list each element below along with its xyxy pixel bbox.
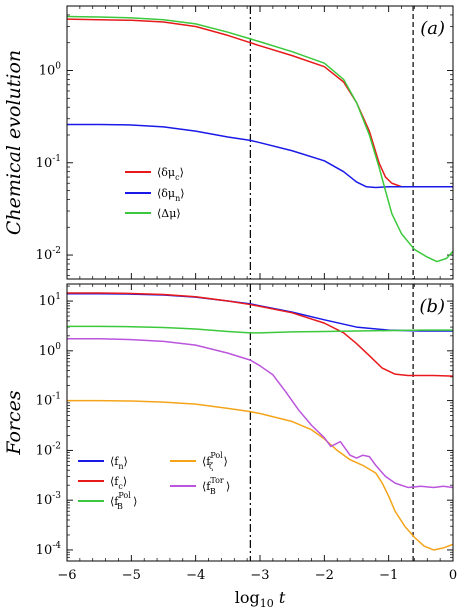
series-line [67,325,453,334]
y-tick-base: 10 [39,294,56,309]
legend-sub: B [117,502,123,511]
legend-label: ⟨fPol B ⟩ [110,491,137,511]
legend-label: ⟨fn⟩ [110,455,128,471]
legend-sup: Pol [118,491,131,500]
axes-frame [66,283,454,562]
series-line [67,337,453,489]
legend-bracket: ⟩ [124,455,128,468]
x-tick-label: −5 [122,568,141,583]
legend-sub: c [118,482,123,491]
legend-bracket: ⟩ [226,480,230,493]
x-tick-label: −3 [250,568,269,583]
series-line [67,18,453,188]
y-tick-label: 10-1 [36,154,61,171]
x-tick-label: 0 [449,568,457,583]
y-tick-base: 10 [36,248,53,263]
legend-base: ⟨Δμ [157,207,176,220]
y-tick-exponent: -2 [52,246,61,256]
y-tick-exponent: -3 [52,491,61,501]
legend-sub: B [210,487,216,496]
x-tick-label: −6 [57,568,76,583]
y-tick-exponent: -4 [52,541,61,551]
legend-base: ⟨f [110,455,119,468]
legend-label: ⟨fPol ζ ⟩ [202,451,228,471]
legend-sup: Pol [210,451,223,460]
legend-label: ⟨fTor B ⟩ [202,476,230,496]
series-line [67,399,453,551]
legend-bracket: ⟩ [180,166,184,179]
y-tick-label: 10-3 [36,491,62,508]
legend-sub: n [118,462,123,471]
y-tick-base: 10 [36,543,53,558]
legend-sub: ζ [209,462,214,471]
y-tick-label: 100 [39,342,62,359]
y-tick-base: 10 [36,443,53,458]
legend-sup: Tor [210,476,224,485]
y-tick-exponent: -1 [52,392,61,402]
legend-base: ⟨f [202,455,211,468]
legend-sub: c [175,173,180,182]
y-tick-base: 10 [39,344,56,359]
x-label-base: log [235,588,260,607]
legend-bracket: ⟩ [176,207,180,220]
panel-label: (a) [420,18,445,39]
legend-bracket: ⟩ [133,495,137,508]
y-tick-exponent: -1 [52,154,61,164]
legend-bracket: ⟩ [180,187,184,200]
y-tick-label: 10-2 [36,441,61,458]
y-axis-label: Chemical evolution [3,50,25,235]
y-tick-label: 101 [39,292,61,309]
series-line [67,292,453,377]
legend-bracket: ⟩ [224,455,228,468]
y-tick-base: 10 [39,63,56,78]
y-tick-label: 10-4 [36,541,62,558]
legend-label: ⟨δμn⟩ [157,187,185,203]
y-tick-base: 10 [36,156,53,171]
series-line [67,293,453,332]
x-label-sub: 10 [260,597,274,610]
legend-label: ⟨fc⟩ [110,475,127,491]
y-tick-exponent: 0 [55,61,61,71]
y-axis-label: Forces [3,390,25,456]
series-line [67,123,453,189]
legend-base: ⟨δμ [157,187,175,200]
legend-bracket: ⟩ [123,475,127,488]
y-tick-label: 10-1 [36,392,61,409]
y-tick-label: 10-2 [36,246,61,263]
legend-base: ⟨f [202,480,211,493]
y-tick-exponent: -2 [52,441,61,451]
y-tick-exponent: 0 [55,342,61,352]
legend-sub: n [175,194,180,203]
x-axis-label: log10 t [235,588,286,610]
legend-base: ⟨f [110,475,119,488]
x-tick-label: −2 [315,568,334,583]
y-tick-base: 10 [36,493,53,508]
axes-frame [66,5,454,280]
panel-label: (b) [419,296,445,317]
legend-label: ⟨δμc⟩ [157,166,184,182]
y-tick-base: 10 [36,394,53,409]
legend-label: ⟨Δμ⟩ [157,207,181,220]
series-line [67,15,453,263]
x-label-var: t [274,588,286,607]
y-tick-label: 100 [39,61,62,78]
legend-base: ⟨f [110,495,119,508]
legend-base: ⟨δμ [157,166,175,179]
y-tick-exponent: 1 [55,292,61,302]
x-tick-label: −4 [186,568,205,583]
x-tick-label: −1 [379,568,398,583]
